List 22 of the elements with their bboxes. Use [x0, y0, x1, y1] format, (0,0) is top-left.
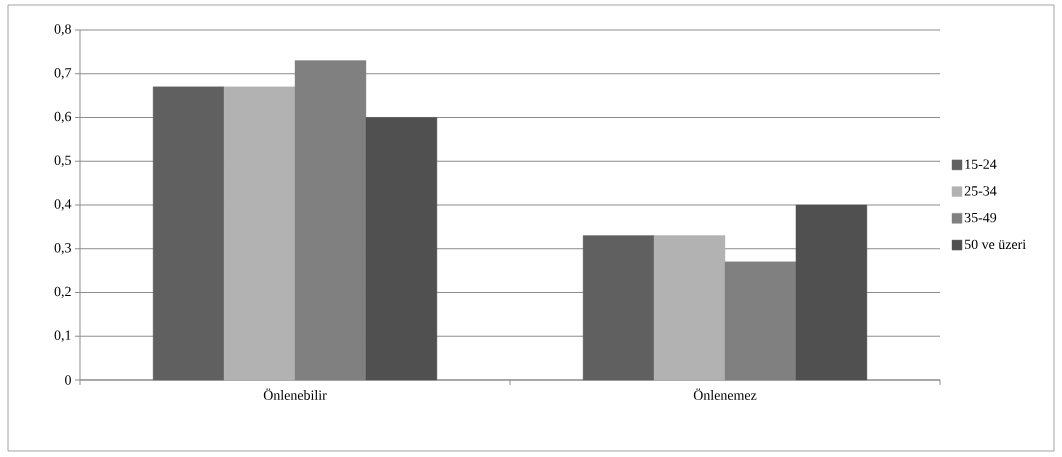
y-tick-label: 0,4 [54, 199, 72, 211]
legend-label: 50 ve üzeri [965, 239, 1026, 250]
y-tick-label: 0,3 [54, 243, 71, 255]
y-tick-label: 0,7 [54, 68, 72, 80]
bar [152, 86, 225, 381]
bar [582, 235, 655, 381]
legend-label: 15-24 [965, 159, 997, 169]
bar [724, 261, 797, 381]
y-tick-label: 0 [65, 375, 71, 385]
y-tick-label: 0,6 [54, 111, 72, 124]
x-tick-label: Önlenebilir [263, 388, 327, 400]
bar [795, 204, 868, 381]
bar [653, 235, 726, 381]
y-tick-label: 0,1 [54, 330, 71, 342]
bar [223, 86, 296, 381]
x-tick-label: Önlenemez [693, 388, 757, 400]
y-tick-label: 0,5 [54, 155, 71, 167]
y-tick-label: 0,8 [54, 24, 71, 36]
legend-label: 35-49 [964, 212, 997, 223]
bar [365, 117, 438, 381]
y-tick-label: 0,2 [54, 286, 71, 299]
legend-label: 25-34 [964, 186, 997, 196]
